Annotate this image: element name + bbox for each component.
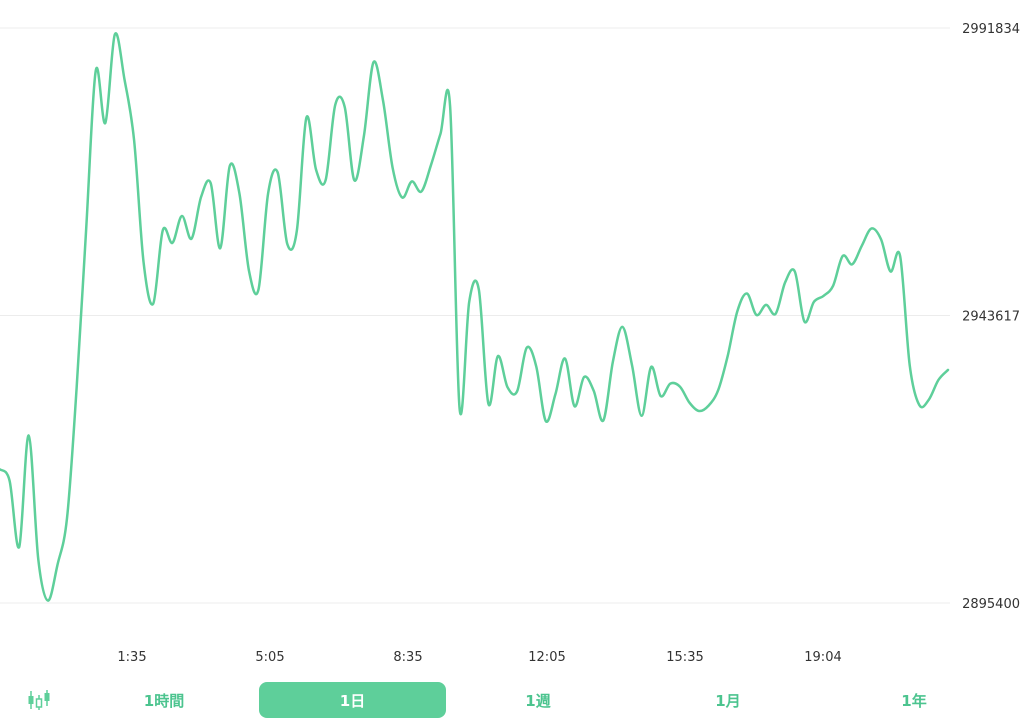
x-tick-label: 15:35 [666, 650, 703, 665]
candlestick-icon [28, 690, 50, 710]
grid-layer [0, 27, 950, 604]
period-tab-1week[interactable]: 1週 [525, 691, 551, 710]
period-tab-1year[interactable]: 1年 [901, 691, 927, 710]
x-tick-label: 5:05 [255, 650, 284, 665]
x-tick-label: 1:35 [117, 650, 146, 665]
x-axis: 1:35 5:05 8:35 12:05 15:35 19:04 [117, 650, 841, 665]
x-tick-label: 12:05 [528, 650, 565, 665]
y-tick-label: 2943617 [962, 310, 1020, 325]
period-tab-1hour[interactable]: 1時間 [143, 691, 185, 710]
price-series-line [0, 32, 950, 602]
candlestick-toggle-button[interactable] [24, 686, 54, 714]
y-axis: 2991834 2943617 2895400 [962, 22, 1020, 612]
period-tab-1day[interactable]: 1日 [259, 682, 446, 718]
y-tick-label: 2991834 [962, 22, 1020, 37]
x-tick-label: 8:35 [393, 650, 422, 665]
series-layer [0, 32, 950, 602]
y-tick-label: 2895400 [962, 597, 1020, 612]
period-tab-1month[interactable]: 1月 [715, 691, 741, 710]
period-selector: 1時間 1日 1週 1月 1年 [0, 682, 1024, 718]
x-tick-label: 19:04 [804, 650, 841, 665]
